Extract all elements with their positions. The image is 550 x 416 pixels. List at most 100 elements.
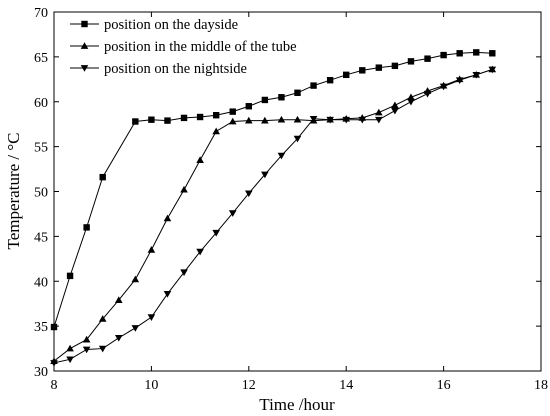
series-layer [50, 49, 497, 367]
data-point [424, 55, 431, 62]
data-point [212, 229, 220, 237]
x-axis-label: Time /hour [259, 395, 335, 414]
y-tick-label: 70 [34, 6, 48, 21]
data-point [131, 325, 140, 332]
data-point [407, 58, 415, 65]
data-point [147, 246, 156, 253]
data-point [114, 296, 123, 303]
series-3 [50, 66, 497, 367]
x-tick-label: 12 [242, 378, 256, 393]
data-point [196, 156, 204, 163]
data-point [440, 51, 447, 59]
data-point [148, 116, 155, 123]
series-1 [50, 49, 496, 331]
data-point [391, 62, 399, 70]
data-point [488, 66, 497, 74]
y-tick-label: 30 [34, 365, 48, 380]
data-point [245, 116, 253, 124]
data-point [212, 127, 220, 135]
data-point [293, 135, 302, 143]
legend-marker [80, 65, 89, 72]
data-point [82, 335, 91, 343]
data-point [99, 173, 106, 181]
data-point [261, 116, 269, 124]
data-point [66, 272, 74, 280]
data-point [50, 360, 58, 367]
legend-marker [80, 42, 89, 49]
data-point [114, 334, 123, 342]
data-point [294, 89, 301, 96]
data-point [98, 315, 107, 322]
data-point [326, 77, 334, 84]
data-point [196, 113, 204, 121]
data-point [472, 71, 481, 79]
data-point [261, 96, 269, 104]
data-point [180, 185, 188, 193]
data-point [164, 117, 171, 124]
data-point [66, 344, 74, 352]
data-point [375, 108, 383, 116]
legend-item: position on the dayside [70, 17, 238, 33]
x-tick-label: 10 [144, 378, 158, 393]
data-point [343, 71, 350, 79]
data-point [359, 67, 366, 74]
data-point [245, 103, 252, 110]
x-tick-label: 8 [51, 378, 58, 393]
data-point [180, 269, 188, 277]
y-tick-label: 35 [34, 320, 48, 335]
data-point [163, 290, 172, 298]
data-point [277, 152, 286, 160]
data-point [196, 248, 204, 256]
series-line [53, 68, 493, 364]
data-point [391, 101, 399, 109]
data-point [407, 98, 415, 106]
data-point [375, 64, 383, 71]
data-point [132, 118, 139, 125]
data-point [423, 90, 432, 98]
data-point [391, 107, 399, 115]
x-tick-label: 18 [534, 378, 548, 393]
data-point [180, 114, 188, 122]
y-tick-label: 45 [34, 230, 48, 245]
y-axis-label: Temperature / °C [4, 132, 23, 249]
data-point [326, 116, 334, 124]
data-point [229, 108, 236, 115]
data-point [309, 115, 318, 123]
data-point [66, 356, 74, 364]
legend: position on the dayside position in the m… [70, 17, 297, 77]
legend-marker [81, 20, 88, 28]
data-point [489, 50, 496, 57]
data-point [98, 345, 107, 353]
data-point [82, 346, 91, 354]
x-tick-label: 16 [437, 378, 451, 393]
data-point [342, 116, 350, 124]
legend-label: position in the middle of the tube [104, 39, 297, 55]
data-point [310, 82, 317, 89]
data-point [50, 323, 58, 331]
data-point [228, 210, 237, 217]
series-2 [50, 65, 497, 364]
legend-item: position on the nightside [70, 61, 247, 77]
data-point [163, 214, 172, 222]
data-point [83, 224, 90, 231]
y-tick-label: 40 [34, 275, 48, 290]
data-point [277, 115, 286, 123]
data-point [278, 94, 285, 101]
legend-label: position on the dayside [104, 17, 238, 33]
x-tick-label: 14 [339, 378, 353, 393]
data-point [131, 275, 140, 283]
data-point [293, 115, 302, 123]
data-point [407, 93, 415, 101]
y-tick-label: 60 [34, 96, 48, 111]
data-point [358, 116, 367, 124]
data-point [456, 50, 463, 57]
legend-label: position on the nightside [104, 61, 247, 77]
axis-ticks: 8 10 12 14 16 18 30 35 40 45 50 55 60 65 70 [34, 6, 548, 393]
data-point [375, 116, 383, 124]
y-tick-label: 50 [34, 186, 48, 201]
y-tick-label: 55 [34, 141, 48, 156]
data-point [473, 49, 480, 56]
data-point [245, 190, 253, 198]
data-point [147, 314, 156, 321]
